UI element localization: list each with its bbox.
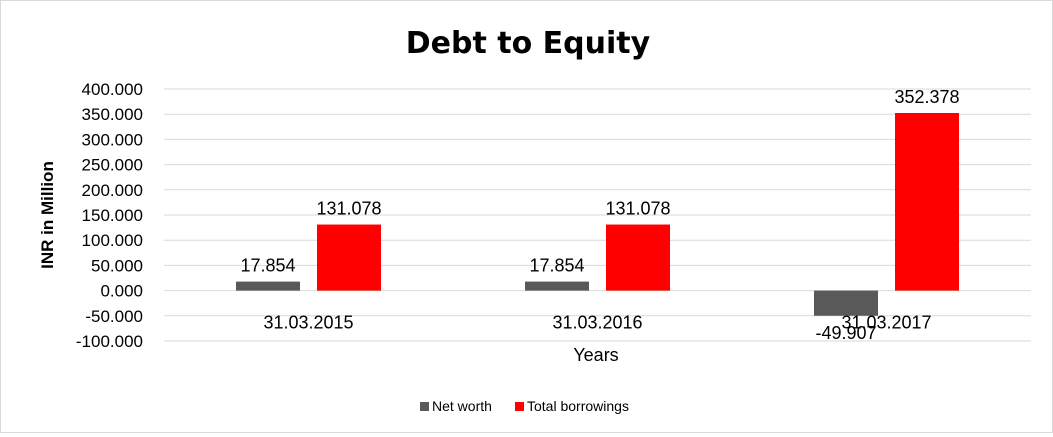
bar-net-worth [814, 290, 878, 316]
y-tick-label: 250.000 [82, 156, 143, 175]
data-label: 131.078 [316, 199, 381, 219]
y-tick-label: 350.000 [82, 105, 143, 124]
category-labels: 31.03.2015 31.03.2016 31.03.2017 [263, 313, 931, 333]
data-labels: 17.854 131.078 17.854 131.078 -49.907 352.378 [240, 87, 959, 343]
bar-total-borrowings [895, 113, 959, 291]
chart-title: Debt to Equity [406, 26, 651, 61]
legend: Net worth Total borrowings [420, 398, 629, 414]
y-tick-label: -100.000 [76, 332, 143, 351]
legend-label-net-worth: Net worth [432, 398, 492, 414]
bar-net-worth [525, 281, 589, 291]
bar-total-borrowings [317, 224, 381, 291]
y-tick-label: 400.000 [82, 80, 143, 99]
legend-swatch-total-borrowings [515, 402, 524, 411]
data-label: 17.854 [529, 256, 584, 276]
data-label: -49.907 [815, 323, 876, 343]
legend-swatch-net-worth [420, 402, 429, 411]
y-tick-label: -50.000 [85, 307, 143, 326]
y-tick-label: 300.000 [82, 130, 143, 149]
y-tick-label: 150.000 [82, 206, 143, 225]
y-tick-label: 200.000 [82, 181, 143, 200]
bar-net-worth [236, 281, 300, 291]
x-axis-title: Years [573, 345, 618, 365]
y-tick-label: 100.000 [82, 231, 143, 250]
data-label: 17.854 [240, 256, 295, 276]
y-tick-label: 0.000 [100, 282, 143, 301]
data-label: 352.378 [894, 87, 959, 107]
category-label: 31.03.2015 [263, 313, 353, 333]
y-tick-label: 50.000 [91, 256, 143, 275]
bars [236, 113, 959, 316]
gridlines [164, 88, 1031, 342]
y-tick-labels: 400.000 350.000 300.000 250.000 200.000 150.0… [76, 80, 143, 351]
data-label: 131.078 [605, 199, 670, 219]
y-axis-title: INR in Million [38, 161, 57, 269]
category-label: 31.03.2016 [552, 313, 642, 333]
category-label: 31.03.2017 [841, 313, 931, 333]
bar-total-borrowings [606, 224, 670, 291]
legend-label-total-borrowings: Total borrowings [527, 398, 629, 414]
